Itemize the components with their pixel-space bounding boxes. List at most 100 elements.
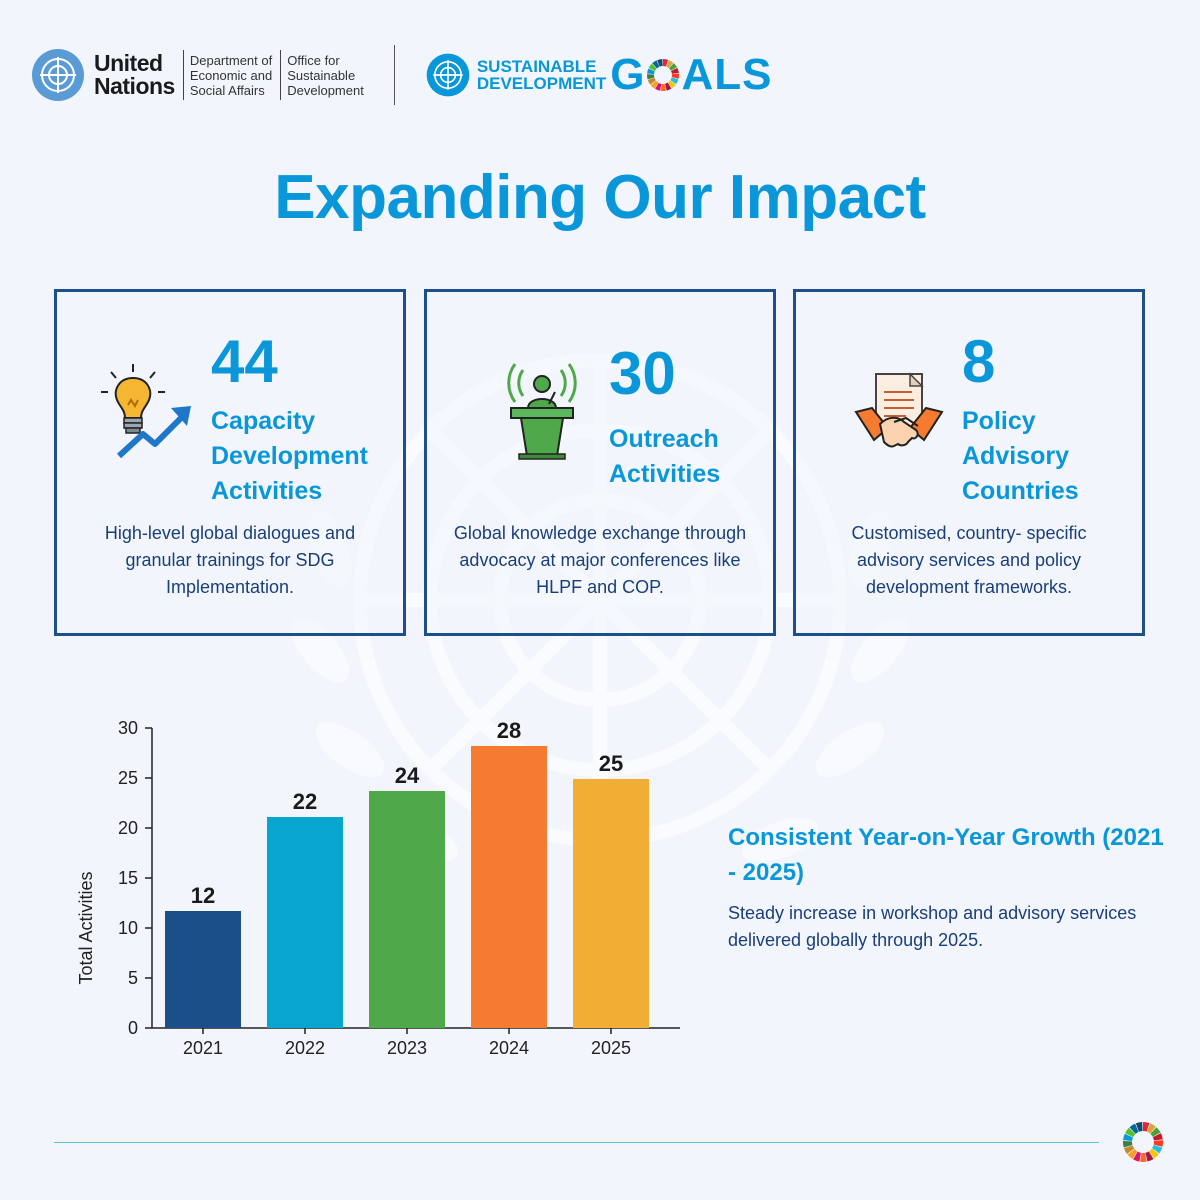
bar-value-label: 28 bbox=[497, 718, 521, 743]
card-label: Capacity Development Activities bbox=[211, 404, 368, 509]
sdg-wheel-segment bbox=[1123, 1133, 1133, 1141]
card-description: Customised, country- specific advisory s… bbox=[851, 523, 1087, 597]
desa-line1: Department of bbox=[189, 52, 273, 68]
bar-value-label: 22 bbox=[293, 789, 317, 814]
osd-line1: Office for bbox=[287, 52, 340, 68]
desa-line2: Economic and bbox=[189, 67, 273, 83]
goals-letters-als: ALS bbox=[681, 50, 773, 99]
osd-line2: Sustainable bbox=[287, 67, 356, 83]
divider bbox=[182, 50, 184, 100]
x-tick-label: 2025 bbox=[591, 1038, 631, 1058]
sdg-wheel-segment bbox=[657, 59, 664, 67]
y-tick-label: 25 bbox=[118, 768, 138, 788]
y-tick-label: 0 bbox=[128, 1018, 138, 1038]
card-label-line: Countries bbox=[962, 477, 1079, 505]
sdg-line1: SUSTAINABLE bbox=[476, 57, 597, 76]
sdg-wheel-segment bbox=[651, 80, 659, 89]
bars: 12 22 24 28 25 bbox=[165, 718, 649, 1028]
osd-line3: Development bbox=[287, 82, 364, 98]
sdg-wheel-segment bbox=[1145, 1151, 1154, 1162]
un-name: United Nations bbox=[94, 52, 175, 98]
desa-name: Department of Economic and Social Affair… bbox=[190, 53, 272, 98]
y-tick-label: 15 bbox=[118, 868, 138, 888]
sdg-wheel-segment bbox=[1140, 1152, 1147, 1162]
sdg-wheel-segment bbox=[652, 60, 660, 69]
bar-value-label: 12 bbox=[191, 883, 215, 908]
growth-description: Steady increase in workshop and advisory… bbox=[728, 903, 1137, 950]
sdg-wheel-segment bbox=[1125, 1127, 1136, 1138]
sdg-line2: DEVELOPMENT bbox=[476, 74, 607, 93]
sdg-wheel-segment bbox=[1150, 1127, 1161, 1137]
sdg-goals-wordmark: G ALS bbox=[610, 50, 772, 100]
divider bbox=[280, 50, 282, 100]
bar-2024 bbox=[471, 746, 547, 1028]
sdg-wordmark: SUSTAINABLE DEVELOPMENT bbox=[477, 58, 606, 92]
bar-2021 bbox=[165, 911, 241, 1028]
card-label-line: Development bbox=[211, 442, 368, 470]
card-label: Policy Advisory Countries bbox=[962, 404, 1079, 509]
sdg-wheel-segment bbox=[1143, 1122, 1150, 1132]
x-tick-label: 2022 bbox=[285, 1038, 325, 1058]
sdg-wheel-segment bbox=[1123, 1140, 1133, 1148]
sdg-logo: SUSTAINABLE DEVELOPMENT G ALS bbox=[425, 50, 773, 100]
sdg-wheel-segment bbox=[670, 77, 679, 85]
sdg-wheel-segment bbox=[665, 82, 672, 91]
card-label-line: Activities bbox=[211, 477, 323, 505]
sdg-wheel-icon bbox=[647, 59, 680, 91]
sdg-wheel-segment bbox=[669, 63, 678, 71]
growth-title: Consistent Year-on-Year Growth (2021 - 2… bbox=[728, 824, 1164, 886]
sdg-wheel-segment bbox=[1146, 1123, 1156, 1134]
card-policy-advisory: 8 Policy Advisory Countries Customised, … bbox=[793, 289, 1145, 636]
card-label-line: Advisory bbox=[962, 442, 1069, 470]
sdg-wheel-segment bbox=[649, 63, 658, 71]
bar-2023 bbox=[369, 791, 445, 1028]
sdg-wheel-segment bbox=[647, 74, 655, 80]
card-number: 44 bbox=[211, 328, 278, 395]
podium-broadcast-icon bbox=[507, 363, 577, 460]
sdg-wheel-segment bbox=[663, 59, 669, 67]
desa-line3: Social Affairs bbox=[189, 82, 265, 98]
un-emblem-icon bbox=[426, 53, 470, 97]
x-tick-label: 2024 bbox=[489, 1038, 529, 1058]
y-axis: 0 5 10 15 20 25 30 bbox=[118, 718, 153, 1038]
card-description: High-level global dialogues and granular… bbox=[104, 523, 356, 597]
header: United Nations Department of Economic an… bbox=[30, 40, 772, 110]
card-label: Outreach Activities bbox=[609, 422, 720, 492]
y-axis-label: Total Activities bbox=[76, 871, 96, 984]
y-tick-label: 30 bbox=[118, 718, 138, 738]
handshake-document-icon bbox=[854, 372, 944, 448]
footer-divider bbox=[54, 1142, 1099, 1143]
card-label-line: Capacity bbox=[211, 407, 316, 435]
card-number: 8 bbox=[962, 328, 996, 395]
sdg-wheel-segment bbox=[666, 60, 674, 69]
page-title: Expanding Our Impact bbox=[274, 163, 926, 232]
sdg-wheel-segment bbox=[1133, 1151, 1141, 1162]
un-logo: United Nations Department of Economic an… bbox=[30, 47, 364, 103]
sdg-wheel-segment bbox=[668, 80, 677, 89]
bar-2025 bbox=[573, 779, 649, 1028]
divider bbox=[393, 45, 395, 105]
sdg-wheel-segment bbox=[648, 77, 657, 85]
osd-name: Office for Sustainable Development bbox=[287, 53, 364, 98]
bar-2022 bbox=[267, 817, 343, 1028]
sdg-wheel-segment bbox=[1129, 1123, 1139, 1134]
un-name-line2: Nations bbox=[94, 73, 175, 99]
card-outreach: 30 Outreach Activities Global knowledge … bbox=[424, 289, 776, 636]
bar-value-label: 24 bbox=[395, 763, 420, 788]
sdg-wheel-icon bbox=[1123, 1122, 1163, 1162]
sdg-wheel-segment bbox=[1123, 1145, 1135, 1155]
sdg-wheel-segment bbox=[647, 68, 656, 75]
y-tick-label: 5 bbox=[128, 968, 138, 988]
card-description: Global knowledge exchange through advoca… bbox=[453, 523, 747, 597]
sdg-wheel-segment bbox=[655, 82, 662, 91]
sdg-wheel-segment bbox=[661, 83, 667, 91]
y-tick-label: 20 bbox=[118, 818, 138, 838]
sdg-wheel-segment bbox=[672, 73, 680, 79]
un-name-line1: United bbox=[94, 50, 163, 76]
card-label-line: Activities bbox=[609, 460, 721, 488]
x-axis: 2021 2022 2023 2024 2025 bbox=[152, 1027, 680, 1058]
bar-value-label: 25 bbox=[599, 751, 623, 776]
goals-letter-g: G bbox=[610, 50, 646, 99]
card-capacity-development: 44 Capacity Development Activities High-… bbox=[54, 289, 406, 636]
